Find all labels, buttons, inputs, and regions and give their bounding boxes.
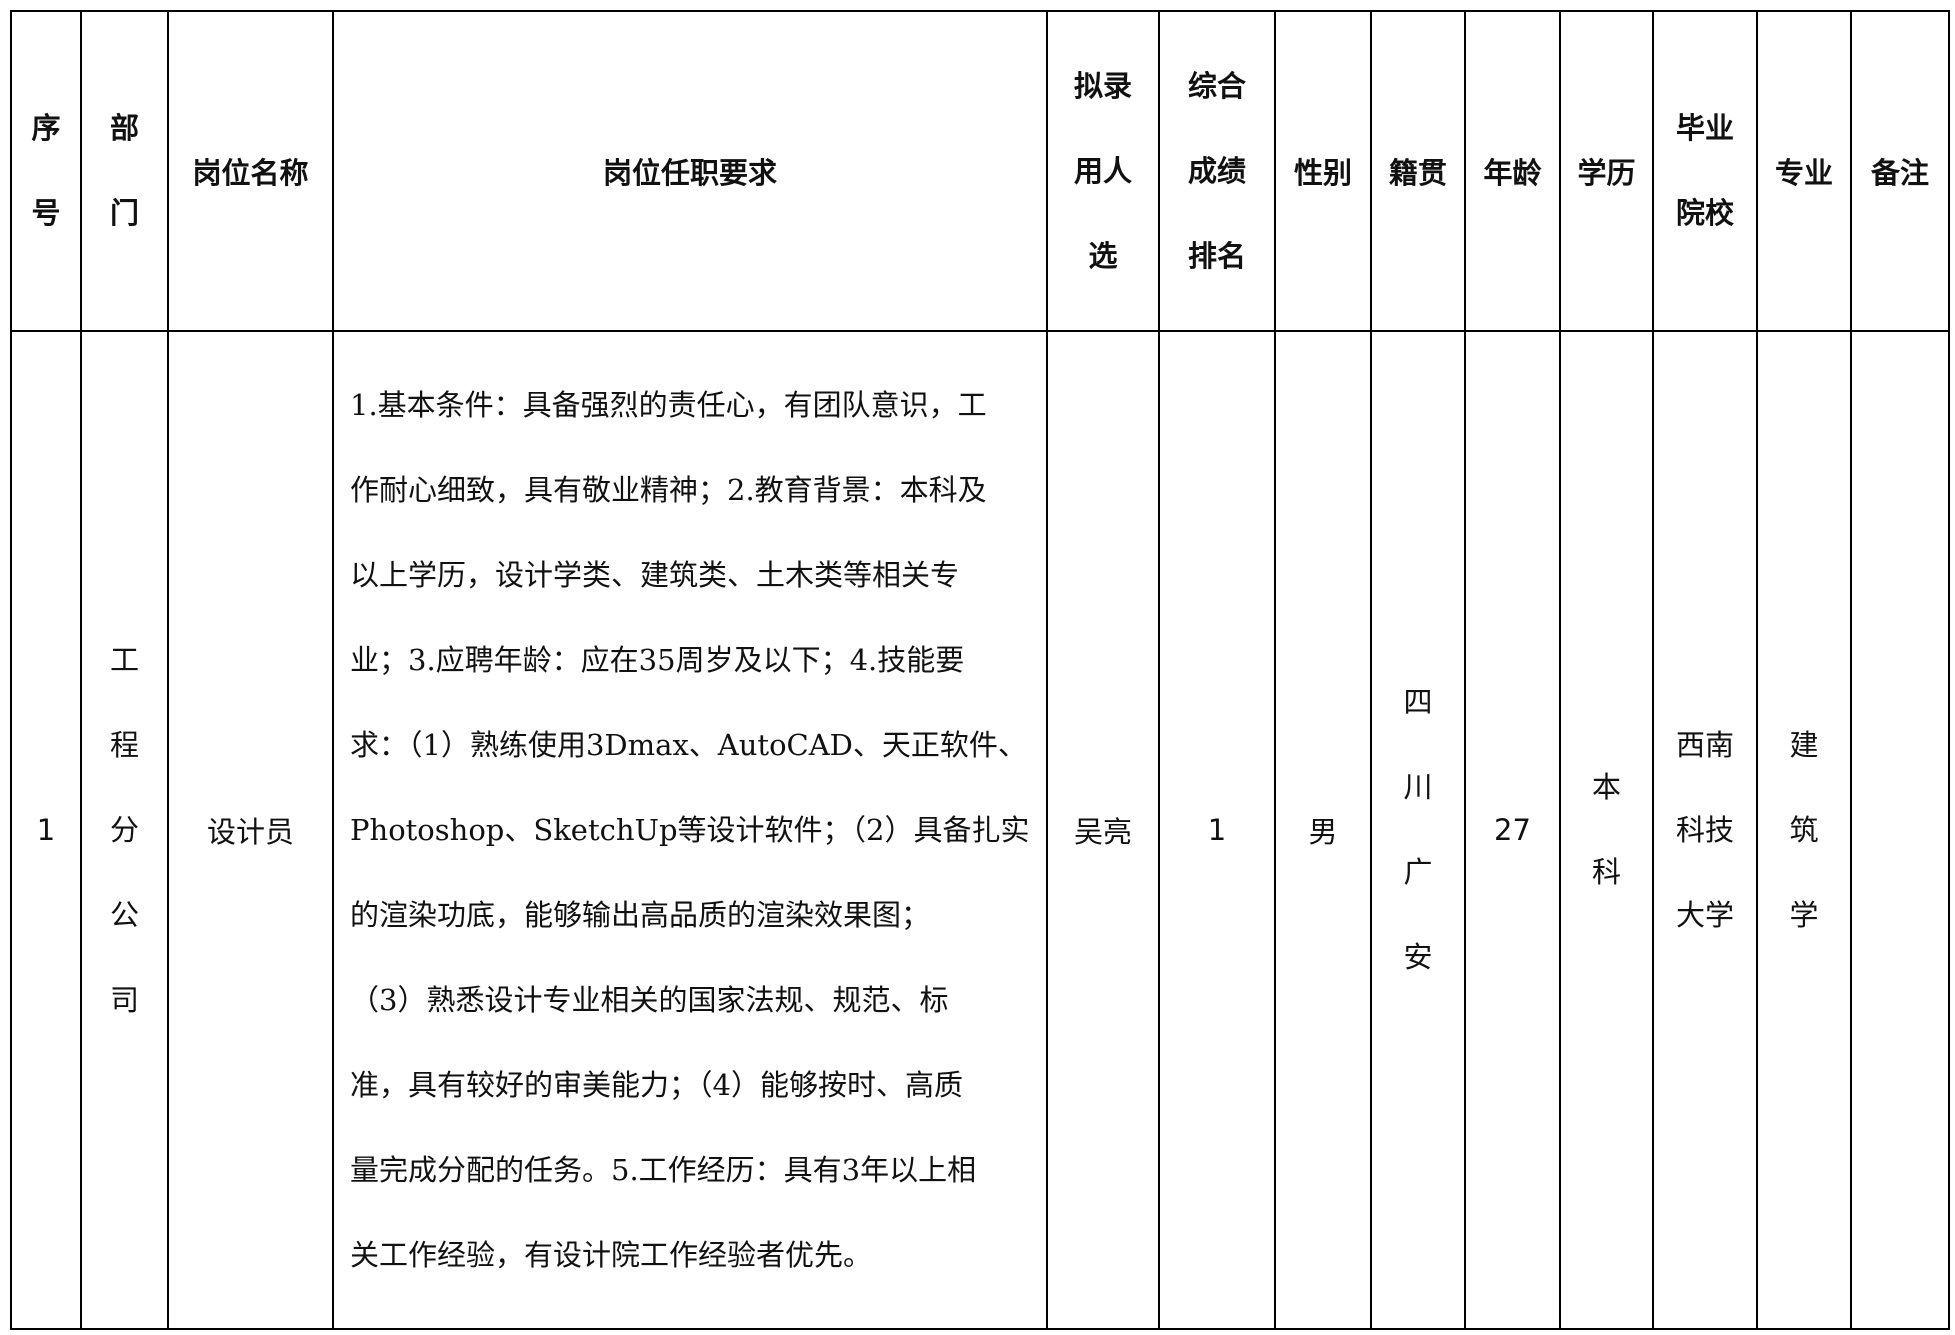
cell-major: 建筑学 xyxy=(1756,330,1852,1330)
requirement-line: 以上学历，设计学类、建筑类、土木类等相关专 xyxy=(350,557,960,592)
header-age: 年龄 xyxy=(1464,10,1561,332)
header-position: 岗位名称 xyxy=(167,10,334,332)
cell-position: 设计员 xyxy=(167,330,334,1330)
header-gender: 性别 xyxy=(1274,10,1372,332)
header-remarks: 备注 xyxy=(1850,10,1950,332)
header-department: 部门 xyxy=(80,10,169,332)
header-rank: 综合成绩排名 xyxy=(1158,10,1276,332)
requirement-line: 的渲染功底，能够输出高品质的渲染效果图； xyxy=(350,897,931,932)
cell-department: 工程分公司 xyxy=(80,330,169,1330)
recruitment-table: 序号 部门 岗位名称 岗位任职要求 拟录用人选 综合成绩排名 性别 籍贯 年龄 … xyxy=(10,10,1950,1330)
cell-age: 27 xyxy=(1464,330,1561,1330)
requirement-line: 1.基本条件：具备强烈的责任心，有团队意识，工 xyxy=(350,387,987,422)
requirement-line: 业；3.应聘年龄：应在35周岁及以下；4.技能要 xyxy=(350,642,965,677)
cell-education: 本科 xyxy=(1559,330,1654,1330)
requirement-line: 求：（1）熟练使用3Dmax、AutoCAD、天正软件、 xyxy=(350,727,1027,762)
header-index: 序号 xyxy=(10,10,82,332)
cell-index: 1 xyxy=(10,330,82,1330)
cell-requirements: 1.基本条件：具备强烈的责任心，有团队意识，工 作耐心细致，具有敬业精神；2.教… xyxy=(332,330,1048,1330)
header-major: 专业 xyxy=(1756,10,1852,332)
header-row: 序号 部门 岗位名称 岗位任职要求 拟录用人选 综合成绩排名 性别 籍贯 年龄 … xyxy=(10,10,1950,332)
header-candidate: 拟录用人选 xyxy=(1046,10,1160,332)
header-school: 毕业院校 xyxy=(1652,10,1758,332)
requirement-line: （3）熟悉设计专业相关的国家法规、规范、标 xyxy=(350,982,949,1017)
requirement-line: 作耐心细致，具有敬业精神；2.教育背景：本科及 xyxy=(350,472,987,507)
header-requirements: 岗位任职要求 xyxy=(332,10,1048,332)
cell-school: 西南科技大学 xyxy=(1652,330,1758,1330)
header-origin: 籍贯 xyxy=(1370,10,1466,332)
table-row: 1 工程分公司 设计员 1.基本条件：具备强烈的责任心，有团队意识，工 作耐心细… xyxy=(10,330,1950,1330)
requirement-line: 量完成分配的任务。5.工作经历：具有3年以上相 xyxy=(350,1152,977,1187)
cell-candidate: 吴亮 xyxy=(1046,330,1160,1330)
header-education: 学历 xyxy=(1559,10,1654,332)
requirement-line: Photoshop、SketchUp等设计软件；（2）具备扎实 xyxy=(350,812,1030,847)
cell-origin: 四川广安 xyxy=(1370,330,1466,1330)
requirement-line: 准，具有较好的审美能力；（4）能够按时、高质 xyxy=(350,1067,963,1102)
cell-gender: 男 xyxy=(1274,330,1372,1330)
cell-rank: 1 xyxy=(1158,330,1276,1330)
requirement-line: 关工作经验，有设计院工作经验者优先。 xyxy=(350,1237,873,1272)
cell-remarks xyxy=(1850,330,1950,1330)
